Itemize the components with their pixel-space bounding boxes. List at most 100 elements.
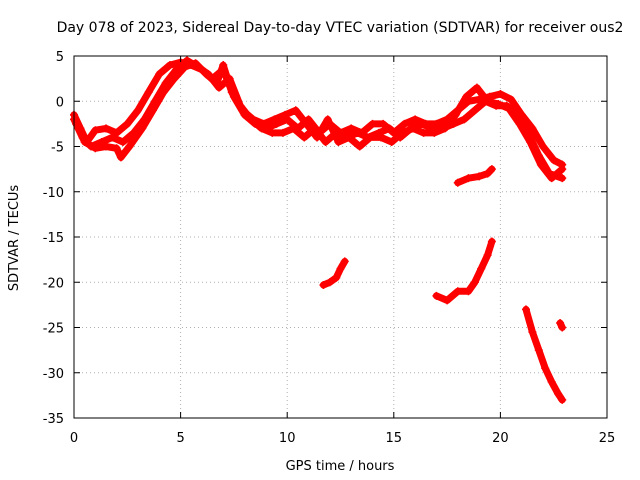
data-point — [91, 144, 100, 153]
series-group — [70, 56, 567, 404]
data-point — [487, 237, 496, 246]
data-point — [72, 119, 81, 128]
data-point — [507, 95, 516, 104]
data-point — [321, 137, 330, 146]
y-tick-label: 5 — [56, 50, 64, 65]
data-point — [336, 264, 345, 273]
chart-title: Day 078 of 2023, Sidereal Day-to-day VTE… — [57, 20, 624, 36]
data-point — [119, 137, 128, 146]
data-point — [453, 178, 462, 187]
data-point — [483, 251, 492, 260]
data-point — [281, 110, 290, 119]
data-point — [332, 273, 341, 282]
y-tick-label: -25 — [43, 322, 64, 337]
data-point — [191, 59, 200, 68]
data-point — [340, 257, 349, 266]
data-point — [464, 287, 473, 296]
data-point — [496, 90, 505, 99]
data-point — [440, 124, 449, 133]
data-point — [462, 92, 471, 101]
x-tick-label: 0 — [70, 431, 78, 446]
data-point — [408, 124, 417, 133]
data-point — [419, 128, 428, 137]
data-point — [91, 126, 100, 135]
data-point — [483, 97, 492, 106]
x-tick-label: 20 — [492, 431, 509, 446]
x-tick-label: 15 — [386, 431, 403, 446]
data-point — [112, 144, 121, 153]
y-tick-label: -15 — [43, 231, 64, 246]
data-point — [278, 128, 287, 137]
series-main-track-3 — [72, 59, 567, 183]
data-point — [483, 169, 492, 178]
data-point — [443, 296, 452, 305]
data-point — [453, 287, 462, 296]
series-line — [319, 257, 349, 289]
data-point — [398, 128, 407, 137]
data-point — [536, 160, 545, 169]
data-point — [159, 88, 168, 97]
data-point — [487, 165, 496, 174]
data-point — [355, 142, 364, 151]
x-axis: 0 5 10 15 20 25 — [70, 56, 615, 446]
data-point — [547, 377, 556, 386]
data-point — [347, 124, 356, 133]
data-point — [202, 70, 211, 79]
data-point — [432, 291, 441, 300]
data-point — [417, 119, 426, 128]
data-point — [302, 119, 311, 128]
data-point — [212, 79, 221, 88]
data-point — [123, 119, 132, 128]
data-point — [558, 323, 567, 332]
y-tick-label: 0 — [56, 95, 64, 110]
data-point — [553, 389, 562, 398]
data-point — [170, 74, 179, 83]
series-line — [454, 165, 496, 187]
data-point — [238, 106, 247, 115]
data-point — [259, 119, 268, 128]
series-segment-11.7h — [319, 257, 349, 289]
data-point — [219, 61, 228, 70]
data-point — [541, 364, 550, 373]
series-segment-21.2h — [521, 305, 567, 404]
data-point — [345, 133, 354, 142]
data-point — [155, 70, 164, 79]
data-point — [334, 137, 343, 146]
y-axis-label: SDTVAR / TECUs — [7, 185, 22, 292]
data-point — [528, 328, 537, 337]
data-point — [470, 106, 479, 115]
data-point — [400, 119, 409, 128]
series-line — [72, 59, 566, 182]
data-point — [289, 124, 298, 133]
data-point — [547, 174, 556, 183]
data-point — [323, 115, 332, 124]
data-point — [101, 142, 110, 151]
data-point — [470, 278, 479, 287]
data-point — [477, 264, 486, 273]
data-point — [180, 62, 189, 71]
data-point — [534, 346, 543, 355]
data-point — [411, 115, 420, 124]
data-point — [558, 174, 567, 183]
x-tick-label: 25 — [599, 431, 616, 446]
data-point — [270, 115, 279, 124]
series-segment-22.8h — [556, 318, 567, 332]
data-point — [430, 128, 439, 137]
y-tick-label: -5 — [51, 141, 64, 156]
data-point — [539, 142, 548, 151]
data-point — [526, 137, 535, 146]
data-point — [556, 318, 565, 327]
data-point — [138, 124, 147, 133]
data-point — [291, 106, 300, 115]
data-point — [101, 124, 110, 133]
data-point — [464, 174, 473, 183]
y-tick-label: -20 — [43, 276, 64, 291]
data-point — [528, 124, 537, 133]
data-point — [300, 133, 309, 142]
data-point — [558, 395, 567, 404]
data-point — [108, 133, 117, 142]
data-point — [368, 119, 377, 128]
series-segment-18h — [453, 165, 496, 187]
